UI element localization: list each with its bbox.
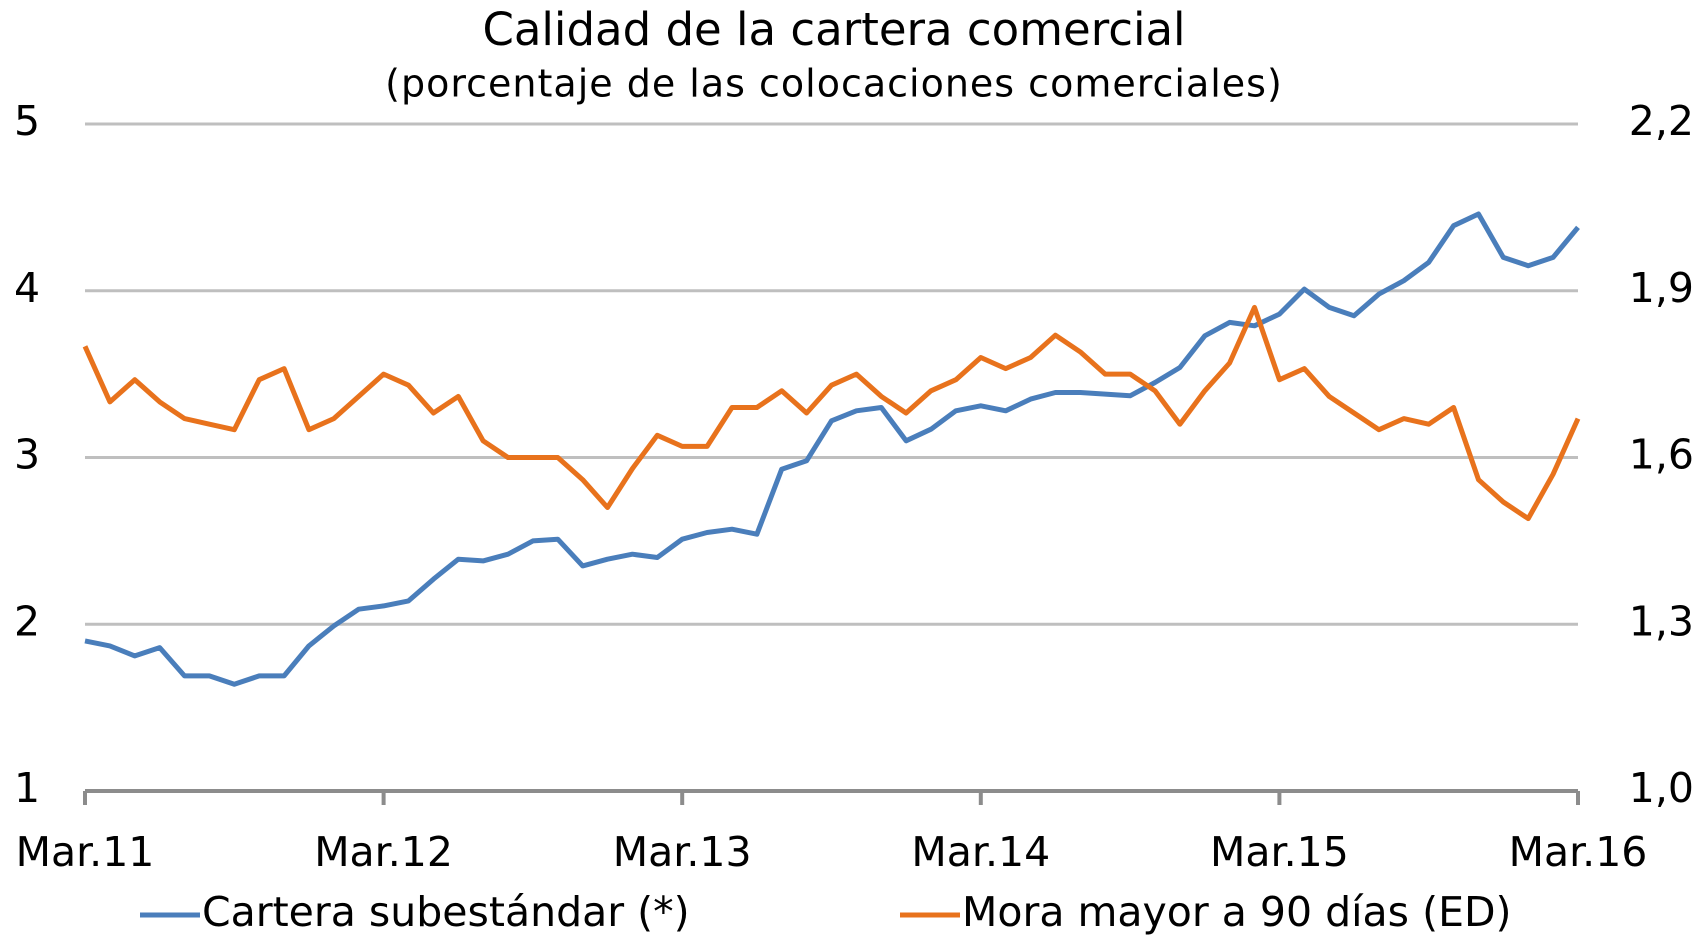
series-line — [82, 304, 1581, 522]
series-line — [84, 211, 1580, 687]
y2-tick-label: 1,0 — [1629, 764, 1694, 812]
x-tick-label: Mar.11 — [16, 828, 155, 876]
y2-tick-label: 1,9 — [1629, 264, 1694, 312]
x-tick-label: Mar.14 — [911, 828, 1050, 876]
x-tick-label: Mar.12 — [314, 828, 453, 876]
legend-label: Cartera subestándar (*) — [202, 888, 690, 936]
y-tick-label: 5 — [14, 97, 40, 145]
y2-tick-label: 1,3 — [1629, 597, 1694, 645]
x-tick-label: Mar.13 — [613, 828, 752, 876]
y-tick-label: 4 — [14, 264, 40, 312]
x-tick-label: Mar.15 — [1210, 828, 1349, 876]
y-tick-label: 3 — [14, 431, 40, 479]
y2-tick-label: 1,6 — [1629, 431, 1694, 479]
y-tick-label: 2 — [14, 597, 40, 645]
x-tick-label: Mar.16 — [1509, 828, 1648, 876]
legend-label: Mora mayor a 90 días (ED) — [962, 888, 1512, 936]
y-tick-label: 1 — [14, 764, 40, 812]
chart-subtitle: (porcentaje de las colocaciones comercia… — [385, 62, 1283, 106]
chart-title: Calidad de la cartera comercial — [482, 3, 1185, 56]
y2-tick-label: 2,2 — [1629, 97, 1694, 145]
